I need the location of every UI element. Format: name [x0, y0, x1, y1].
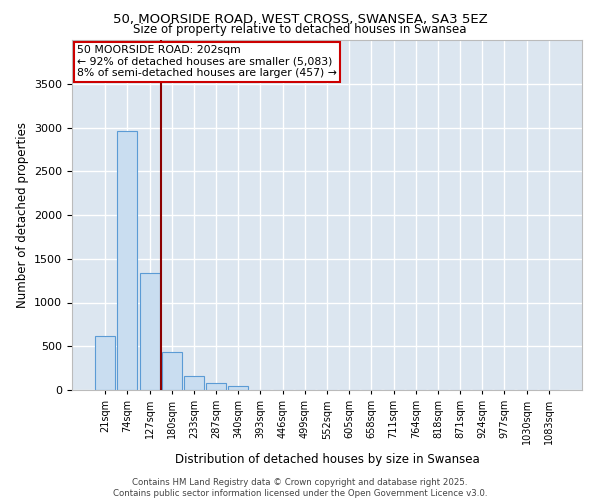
Bar — [162, 352, 182, 390]
Y-axis label: Number of detached properties: Number of detached properties — [16, 122, 29, 308]
Bar — [95, 336, 115, 390]
Bar — [206, 383, 226, 390]
Bar — [184, 376, 204, 390]
Text: 50, MOORSIDE ROAD, WEST CROSS, SWANSEA, SA3 5EZ: 50, MOORSIDE ROAD, WEST CROSS, SWANSEA, … — [113, 12, 487, 26]
Bar — [140, 273, 160, 390]
Text: Size of property relative to detached houses in Swansea: Size of property relative to detached ho… — [133, 22, 467, 36]
Bar — [228, 386, 248, 390]
Bar — [118, 131, 137, 390]
Text: 50 MOORSIDE ROAD: 202sqm
← 92% of detached houses are smaller (5,083)
8% of semi: 50 MOORSIDE ROAD: 202sqm ← 92% of detach… — [77, 46, 337, 78]
X-axis label: Distribution of detached houses by size in Swansea: Distribution of detached houses by size … — [175, 452, 479, 466]
Text: Contains HM Land Registry data © Crown copyright and database right 2025.
Contai: Contains HM Land Registry data © Crown c… — [113, 478, 487, 498]
